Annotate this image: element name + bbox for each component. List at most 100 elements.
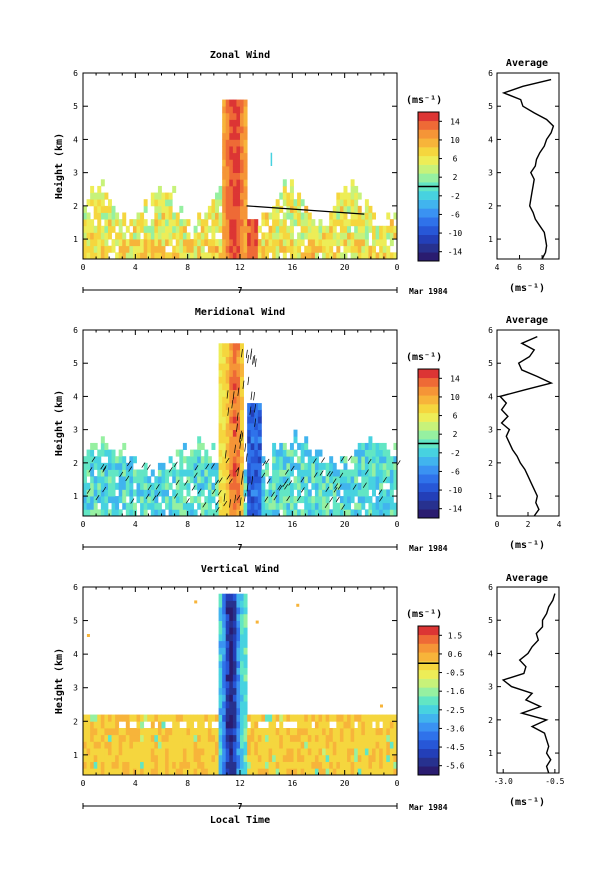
heatmap-cell [111,768,116,776]
heatmap-cell [197,456,202,464]
heatmap-cell [222,232,227,240]
heatmap-cell [172,748,177,756]
heatmap-cell [147,748,152,756]
heatmap-cell [286,469,291,477]
heatmap-cell [332,741,337,749]
heatmap-cell [257,489,262,497]
heatmap-cell [97,714,102,722]
heatmap-cell [225,369,230,377]
heatmap-cell [86,462,91,470]
heatmap-cell [197,748,202,756]
heatmap-cell [329,469,334,477]
heatmap-cell [343,205,348,213]
heatmap-cell [211,462,216,470]
heatmap-cell [300,232,305,240]
average-x-tick-label: 8 [540,263,545,272]
heatmap-cell [218,403,223,411]
heatmap-cell [222,112,227,120]
heatmap-cell [232,701,237,709]
heatmap-cell [90,754,95,762]
heatmap-cell [279,748,284,756]
heatmap-cell [261,768,266,776]
heatmap-cell [332,205,337,213]
heatmap-cell [157,476,162,484]
heatmap-cell [243,239,248,247]
heatmap-cell [207,748,212,756]
heatmap-cell [343,476,348,484]
zero-contour-segment [86,488,91,494]
heatmap-cell [350,714,355,722]
heatmap-cell [236,396,241,404]
colorbar-tick-label: -10 [448,229,463,238]
heatmap-cell [222,376,227,384]
heatmap-cell [343,212,348,220]
heatmap-cell [368,748,373,756]
heatmap-cell [354,489,359,497]
heatmap-cell [386,212,391,220]
colorbar-swatch [418,491,439,501]
colorbar-tick-label: -6 [450,210,460,219]
heatmap-cell [118,728,123,736]
heatmap-cell [132,239,137,247]
heatmap-cell [343,754,348,762]
heatmap-cell [257,469,262,477]
heatmap-cell [354,245,359,253]
heatmap-cell [122,496,127,504]
heatmap-cell [197,219,202,227]
heatmap-cell [218,707,223,715]
heatmap-cell [86,482,91,490]
heatmap-cell [218,654,223,662]
heatmap-cell [229,707,234,715]
heatmap-cell [350,205,355,213]
heatmap-cell [211,199,216,207]
zero-contour-segment [253,354,256,364]
heatmap-cell [132,754,137,762]
heatmap-cell [332,714,337,722]
heatmap-cell [222,416,227,424]
heatmap-cell [350,748,355,756]
heatmap-cell [282,239,287,247]
heatmap-cell [372,489,376,497]
heatmap-cell [350,496,355,504]
heatmap-cell [100,734,105,742]
heatmap-cell [97,469,102,477]
heatmap-cell [236,721,241,729]
heatmap-cell [339,212,344,220]
heatmap-cell [314,754,319,762]
heatmap-cell [193,239,198,247]
heatmap-cell [322,714,327,722]
heatmap-cell [275,489,280,497]
heatmap-cell [140,212,145,220]
heatmap-cell [125,754,130,762]
heatmap-cell [243,225,248,233]
heatmap-cell [104,205,109,213]
heatmap-cell [275,205,280,213]
heatmap-cell [229,734,234,742]
heatmap-cell [186,245,191,253]
heatmap-cell [350,219,355,227]
heatmap-cell [215,509,219,517]
heatmap-cell [107,496,112,504]
heatmap-cell [229,496,234,504]
heatmap-cell [179,225,184,233]
heatmap-cell [254,509,259,517]
heatmap-cell [243,768,248,776]
heatmap-cell [393,748,398,756]
heatmap-cell [357,489,362,497]
heatmap-cell [254,449,259,457]
heatmap-cell [347,245,352,253]
heatmap-cell [243,647,248,655]
heatmap-cell [218,694,223,702]
heatmap-cell [232,667,237,675]
heatmap-cell [357,728,362,736]
heatmap-cell [150,768,155,776]
heatmap-cell [329,252,334,260]
heatmap-cell [350,476,355,484]
heatmap-cell [179,741,184,749]
heatmap-cell [161,232,166,240]
heatmap-cell [282,748,287,756]
heatmap-cell [207,509,212,517]
heatmap-cell [297,199,302,207]
heatmap-cell [211,212,216,220]
heatmap-cell [389,462,394,470]
